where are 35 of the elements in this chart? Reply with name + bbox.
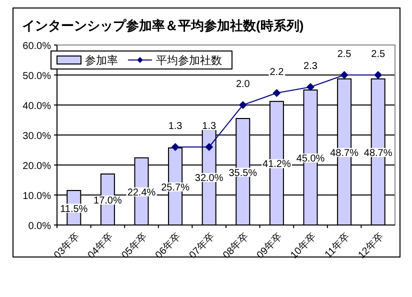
- data-label: 25.7%: [161, 182, 190, 194]
- data-label: 17.0%: [94, 196, 122, 206]
- data-label: 2.5: [337, 49, 352, 60]
- data-label: 22.4%: [127, 187, 156, 198]
- x-tick-label: 10年卒: [288, 230, 319, 262]
- data-label: 35.5%: [228, 168, 258, 179]
- y-tick-label: 20.0%: [22, 161, 52, 172]
- data-label: 45.0%: [296, 154, 325, 164]
- legend-label: 参加率: [85, 54, 118, 67]
- data-label: 1.3: [202, 121, 216, 132]
- point: [306, 83, 314, 91]
- point: [374, 71, 382, 79]
- data-label: 2.5: [371, 49, 386, 60]
- point: [205, 143, 214, 151]
- point: [340, 71, 348, 79]
- data-label: 2.2: [270, 67, 284, 78]
- point: [238, 101, 247, 109]
- data-label: 48.7%: [364, 148, 392, 159]
- y-tick-label: 0.0%: [28, 221, 52, 232]
- y-tick-label: 60.0%: [22, 41, 52, 52]
- legend-label: 平均参加社数: [156, 54, 222, 67]
- data-label: 2.3: [304, 61, 318, 72]
- data-label: 48.7%: [330, 148, 359, 159]
- data-label: 32.0%: [194, 173, 224, 184]
- point: [272, 89, 281, 97]
- y-tick-label: 30.0%: [22, 131, 52, 142]
- data-label: 11.5%: [60, 204, 88, 215]
- y-tick-label: 50.0%: [22, 71, 52, 82]
- point: [171, 143, 180, 151]
- data-label: 41.2%: [262, 159, 291, 170]
- data-label: 1.3: [168, 121, 183, 132]
- chart-title: インターンシップ参加率＆平均参加社数(時系列): [22, 18, 304, 33]
- data-label: 2.0: [236, 79, 250, 90]
- y-tick-label: 10.0%: [22, 191, 52, 202]
- y-tick-label: 40.0%: [22, 101, 52, 112]
